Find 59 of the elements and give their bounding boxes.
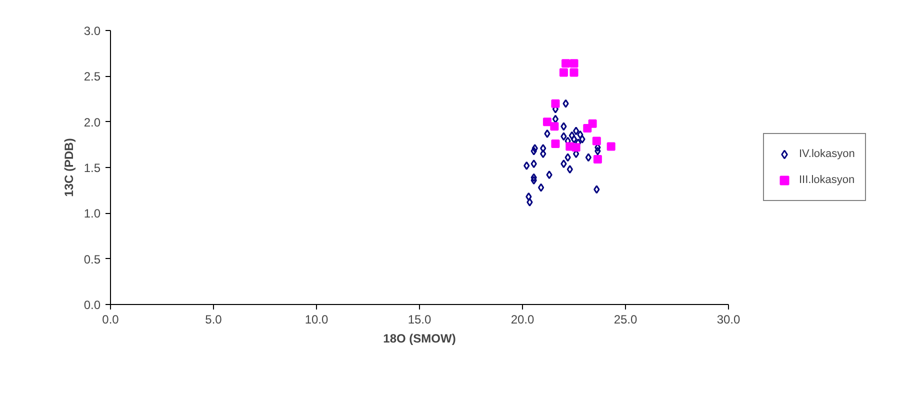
point: [526, 198, 533, 206]
y-tick-label: 2.0: [84, 115, 101, 130]
point: [538, 183, 544, 192]
x-tick-label: 30.0: [716, 312, 741, 326]
point: [593, 155, 602, 164]
y-tick-label: 0.0: [84, 298, 101, 312]
point: [560, 160, 567, 168]
point: [566, 165, 573, 174]
point: [562, 59, 570, 68]
point: [530, 176, 537, 185]
point: [524, 161, 530, 170]
point: [606, 142, 616, 151]
point: [594, 146, 601, 156]
point: [568, 131, 576, 140]
point: [562, 99, 569, 108]
point: [552, 114, 559, 124]
point: [546, 170, 552, 180]
x-tick-label: 15.0: [408, 312, 432, 326]
point: [544, 129, 550, 138]
y-tick-label: 1.5: [84, 161, 101, 175]
point: [572, 126, 580, 136]
point: [530, 173, 537, 182]
x-tick-label: 10.0: [304, 312, 329, 326]
point: [560, 132, 567, 141]
point: [579, 134, 586, 144]
x-tick-label: 25.0: [614, 312, 638, 326]
point: [551, 140, 560, 148]
point: [560, 122, 567, 131]
point: [542, 118, 552, 126]
point: [592, 136, 601, 146]
point: [530, 146, 537, 156]
point: [577, 130, 584, 139]
point: [526, 192, 532, 201]
point: [572, 143, 580, 152]
y-tick-label: 0.5: [84, 252, 101, 266]
point: [540, 150, 546, 158]
point: [570, 68, 578, 77]
point: [530, 160, 537, 168]
legend-label: III.lokasyon: [799, 174, 855, 186]
point: [540, 144, 546, 153]
x-axis-title: 18O (SMOW): [383, 332, 456, 346]
y-tick-label: 2.5: [84, 70, 101, 84]
x-tick-label: 20.0: [510, 312, 535, 326]
y-tick-label: 1.0: [84, 206, 101, 221]
y-axis-title: 13C (PDB): [62, 138, 76, 197]
point: [550, 122, 559, 131]
point: [551, 99, 560, 108]
point: [570, 134, 578, 144]
point: [585, 153, 592, 162]
point: [570, 59, 578, 68]
point: [532, 144, 538, 153]
x-tick-label: 5.0: [205, 312, 222, 326]
x-tick-label: 0.0: [102, 312, 120, 326]
legend-label: IV.lokasyon: [799, 148, 855, 160]
point: [583, 124, 592, 132]
point: [564, 153, 571, 162]
y-tick-label: 3.0: [84, 24, 101, 38]
point: [594, 185, 600, 194]
point: [559, 68, 568, 77]
